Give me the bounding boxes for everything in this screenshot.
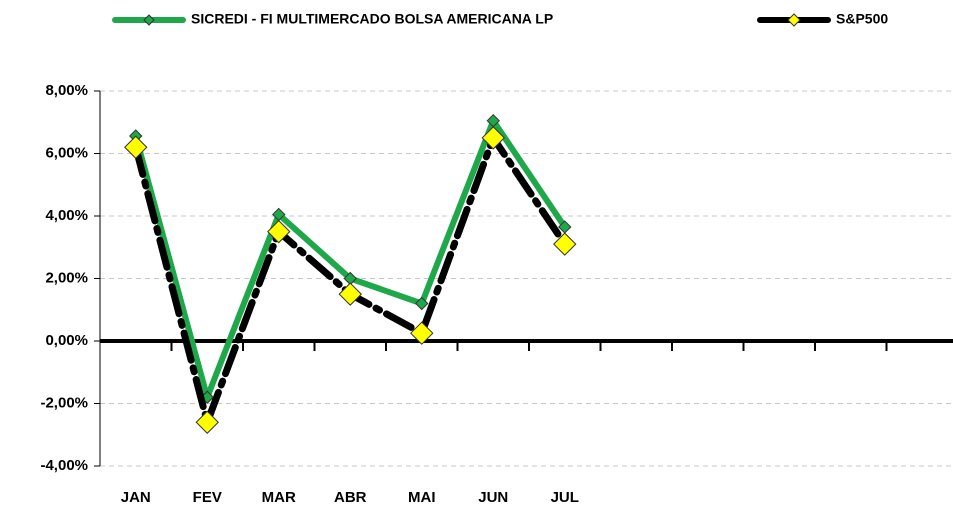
x-tick-label: FEV <box>193 489 222 506</box>
y-tick-label: -2,00% <box>40 394 88 411</box>
legend-label: S&P500 <box>836 11 888 27</box>
legend-marker <box>787 13 801 27</box>
x-tick-label: JAN <box>121 489 151 506</box>
data-point <box>195 410 219 434</box>
legend-label: SICREDI - FI MULTIMERCADO BOLSA AMERICAN… <box>191 11 553 27</box>
y-tick-label: 6,00% <box>45 144 88 161</box>
x-tick-label: ABR <box>334 489 367 506</box>
data-point <box>553 232 577 256</box>
y-tick-label: 2,00% <box>45 269 88 286</box>
y-tick-label: -4,00% <box>40 457 88 474</box>
y-tick-label: 4,00% <box>45 207 88 224</box>
x-tick-label: JUN <box>478 489 508 506</box>
data-point <box>415 296 429 311</box>
data-point <box>481 126 505 150</box>
legend-marker <box>143 14 155 26</box>
data-point <box>267 219 291 244</box>
x-tick-label: MAR <box>262 489 296 506</box>
data-point <box>410 321 434 345</box>
data-point <box>124 135 148 159</box>
series-line <box>132 117 568 401</box>
x-tick-label: JUL <box>551 489 579 506</box>
y-tick-label: 8,00% <box>45 82 88 99</box>
x-tick-label: MAI <box>408 489 436 506</box>
data-point <box>338 282 362 306</box>
y-tick-label: 0,00% <box>45 332 88 349</box>
